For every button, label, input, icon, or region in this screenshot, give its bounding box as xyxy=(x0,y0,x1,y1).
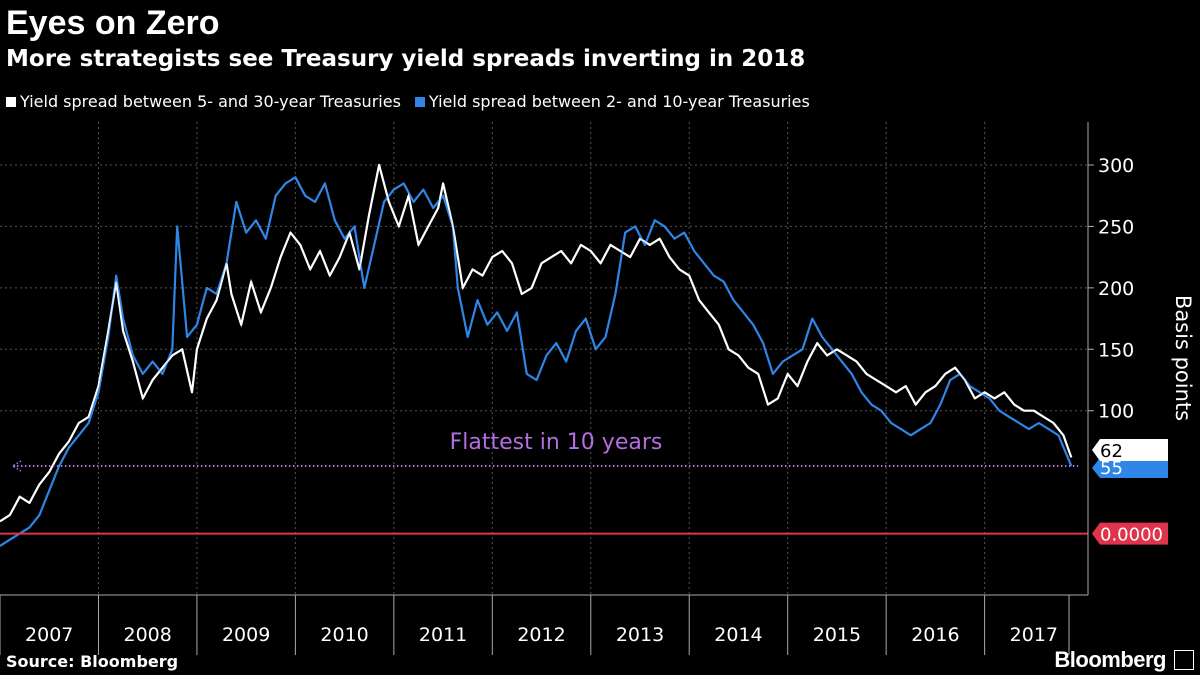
end-label-blue-box xyxy=(1092,458,1168,478)
grid xyxy=(0,122,1088,595)
end-label-blue: 55 xyxy=(1100,458,1123,479)
y-tick-label: 200 xyxy=(1098,278,1134,300)
x-tick-label: 2010 xyxy=(320,624,368,646)
page-subtitle: More strategists see Treasury yield spre… xyxy=(6,46,806,72)
brand-logo: Bloomberg xyxy=(1054,647,1166,672)
series-line-white xyxy=(0,163,1073,523)
legend: Yield spread between 5- and 30-year Trea… xyxy=(6,92,810,111)
series-line-blue xyxy=(0,176,1073,547)
legend-item-blue: Yield spread between 2- and 10-year Trea… xyxy=(414,92,810,111)
x-tick-label: 2012 xyxy=(517,624,565,646)
legend-item-white: Yield spread between 5- and 30-year Trea… xyxy=(6,92,401,111)
legend-swatch-blue xyxy=(414,96,425,107)
y-axis-label: Basis points xyxy=(1171,295,1195,421)
series-line-white-overlay xyxy=(0,164,1073,522)
source-note: Source: Bloomberg xyxy=(6,652,179,671)
zero-label: 0.0000 xyxy=(1100,525,1163,546)
page-title: Eyes on Zero xyxy=(6,4,220,42)
end-label-white-box xyxy=(1092,439,1168,462)
legend-label-blue: Yield spread between 2- and 10-year Trea… xyxy=(428,92,810,111)
axes: 100 150 200 250 300 2007 2008 2009 2010 2011 2012 2… xyxy=(0,122,1195,655)
legend-label-white: Yield spread between 5- and 30-year Trea… xyxy=(20,92,401,111)
y-tick-label: 100 xyxy=(1098,401,1134,423)
series-lines xyxy=(0,163,1073,547)
x-tick-label: 2009 xyxy=(222,624,270,646)
y-tick-label: 150 xyxy=(1098,339,1134,361)
legend-swatch-white xyxy=(6,96,16,107)
x-tick-label: 2011 xyxy=(419,624,467,646)
x-tick-label: 2015 xyxy=(813,624,861,646)
x-tick-label: 2007 xyxy=(25,624,73,646)
y-tick-label: 250 xyxy=(1098,216,1134,238)
bloomberg-terminal-icon xyxy=(1174,650,1194,670)
end-label-white: 62 xyxy=(1100,441,1123,462)
x-tick-label: 2008 xyxy=(124,624,172,646)
x-tick-label: 2016 xyxy=(911,624,959,646)
zero-label-box xyxy=(1092,522,1168,545)
x-tick-label: 2014 xyxy=(714,624,762,646)
annotation-text: Flattest in 10 years xyxy=(450,430,663,455)
y-tick-label: 300 xyxy=(1098,155,1134,177)
x-tick-label: 2013 xyxy=(616,624,664,646)
x-tick-label: 2017 xyxy=(1010,624,1058,646)
